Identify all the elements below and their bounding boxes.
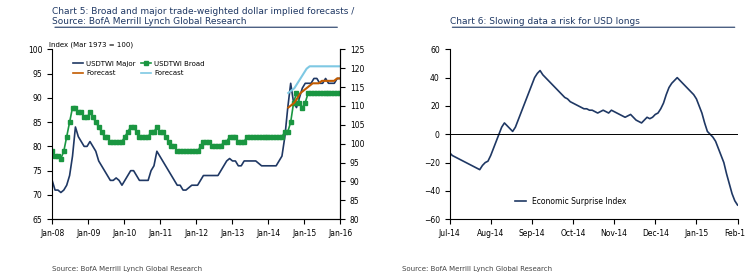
USDTWI Major	[309, 77, 318, 80]
Forecast (Major)	[326, 79, 335, 82]
Forecast (Major)	[305, 84, 314, 87]
Forecast (Broad)	[287, 89, 296, 92]
Forecast (Broad)	[332, 65, 341, 68]
USDTWI Broad	[336, 91, 345, 95]
Forecast (Broad)	[323, 65, 332, 68]
Text: Chart 6: Slowing data a risk for USD longs: Chart 6: Slowing data a risk for USD lon…	[449, 17, 639, 26]
Forecast (Broad)	[329, 65, 338, 68]
USDTWI Broad	[199, 140, 208, 143]
Forecast (Major)	[296, 91, 305, 95]
Forecast (Major)	[302, 87, 311, 90]
Forecast (Broad)	[336, 65, 345, 68]
Line: USDTWI Broad: USDTWI Broad	[51, 91, 342, 160]
Forecast (Broad)	[308, 65, 317, 68]
Forecast (Broad)	[320, 65, 329, 68]
Forecast (Broad)	[314, 65, 323, 68]
USDTWI Major	[106, 179, 115, 182]
USDTWI Major	[57, 191, 66, 194]
USDTWI Broad	[292, 91, 301, 95]
USDTWI Major	[318, 82, 327, 85]
Forecast (Major)	[290, 101, 299, 104]
Forecast (Broad)	[305, 65, 314, 68]
USDTWI Broad	[48, 150, 57, 153]
Forecast (Major)	[317, 79, 326, 82]
Forecast (Major)	[332, 77, 341, 80]
USDTWI Major	[222, 159, 231, 162]
Forecast (Major)	[323, 79, 332, 82]
USDTWI Broad	[106, 140, 115, 143]
USDTWI Broad	[222, 140, 231, 143]
USDTWI Major	[118, 184, 127, 187]
USDTWI Broad	[327, 91, 336, 95]
Line: Forecast (Major): Forecast (Major)	[288, 78, 340, 108]
Forecast (Major)	[336, 77, 345, 80]
Forecast (Major)	[320, 79, 329, 82]
Forecast (Broad)	[284, 91, 293, 95]
Forecast (Broad)	[299, 72, 308, 75]
Legend: USDTWI Major, Forecast, USDTWI Broad, Forecast: USDTWI Major, Forecast, USDTWI Broad, Fo…	[70, 58, 208, 79]
Forecast (Major)	[287, 104, 296, 107]
Line: Forecast (Broad): Forecast (Broad)	[288, 66, 340, 93]
USDTWI Major	[336, 77, 345, 80]
Forecast (Broad)	[296, 77, 305, 80]
Forecast (Broad)	[293, 82, 302, 85]
Text: Source: BofA Merrill Lynch Global Research: Source: BofA Merrill Lynch Global Resear…	[402, 266, 553, 272]
USDTWI Major	[327, 82, 336, 85]
USDTWI Broad	[118, 140, 127, 143]
Forecast (Major)	[329, 79, 338, 82]
Forecast (Broad)	[290, 87, 299, 90]
Forecast (Broad)	[317, 65, 326, 68]
Forecast (Broad)	[311, 65, 320, 68]
Text: Source: BofA Merrill Lynch Global Research: Source: BofA Merrill Lynch Global Resear…	[52, 266, 203, 272]
USDTWI Broad	[57, 157, 66, 160]
Text: Chart 5: Broad and major trade-weighted dollar implied forecasts /
Source: BofA : Chart 5: Broad and major trade-weighted …	[52, 7, 355, 26]
Forecast (Major)	[293, 96, 302, 99]
Line: USDTWI Major: USDTWI Major	[52, 78, 340, 193]
Forecast (Major)	[308, 82, 317, 85]
Forecast (Major)	[299, 89, 308, 92]
Forecast (Major)	[284, 106, 293, 109]
Forecast (Major)	[311, 82, 320, 85]
Forecast (Broad)	[326, 65, 335, 68]
USDTWI Major	[48, 179, 57, 182]
Text: Index (Mar 1973 = 100): Index (Mar 1973 = 100)	[49, 41, 133, 48]
USDTWI Broad	[318, 91, 327, 95]
Forecast (Major)	[314, 82, 323, 85]
USDTWI Major	[199, 174, 208, 177]
Forecast (Broad)	[302, 67, 311, 70]
Legend: Economic Surprise Index: Economic Surprise Index	[512, 193, 630, 209]
